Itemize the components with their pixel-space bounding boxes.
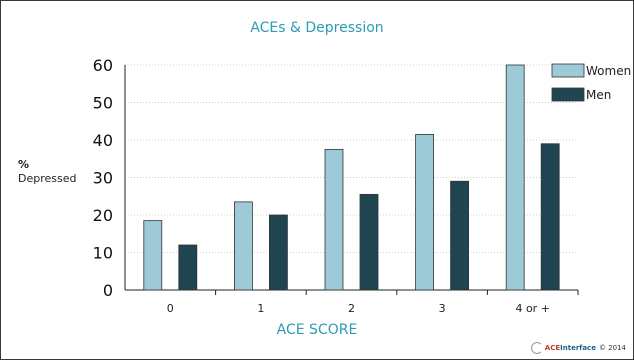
- bar-women: [233, 201, 253, 291]
- legend-swatch-women: [551, 63, 585, 78]
- y-axis-label: % Depressed: [18, 158, 76, 186]
- bar-women: [505, 64, 525, 291]
- x-tick-label: 3: [439, 302, 446, 315]
- y-tick-label: 40: [93, 131, 113, 150]
- y-axis-label-symbol: %: [18, 158, 30, 171]
- x-tick-label: 2: [348, 302, 355, 315]
- y-tick-label: 30: [93, 169, 113, 188]
- bar-women: [143, 220, 163, 291]
- footer: ACE Interface © 2014: [530, 342, 626, 354]
- y-tick-label: 20: [93, 206, 113, 225]
- bar-men: [540, 143, 560, 291]
- bar-men: [450, 180, 470, 291]
- logo-ace-text: ACE: [544, 344, 561, 352]
- legend-label-men: Men: [586, 88, 611, 102]
- x-tick-label: 1: [257, 302, 264, 315]
- bar-men: [359, 193, 379, 291]
- copyright-text: © 2014: [598, 344, 626, 352]
- bar-men: [178, 244, 198, 291]
- x-tick-label: 4 or +: [515, 302, 549, 315]
- legend-label-women: Women: [586, 64, 631, 78]
- y-tick-label: 60: [93, 56, 113, 75]
- logo-swoosh-icon: [530, 342, 543, 354]
- x-tick-label: 0: [167, 302, 174, 315]
- bar-women: [415, 133, 435, 291]
- ace-interface-logo: ACE Interface: [530, 342, 596, 354]
- y-tick-label: 50: [93, 94, 113, 113]
- chart-title: ACEs & Depression: [250, 20, 384, 36]
- y-tick-label: 0: [103, 281, 113, 300]
- logo-interface-text: Interface: [560, 344, 596, 352]
- x-axis-label: ACE SCORE: [276, 322, 358, 338]
- y-tick-label: 10: [93, 244, 113, 263]
- bar-women: [324, 148, 344, 291]
- legend-swatch-men: [551, 87, 585, 102]
- bar-men: [268, 214, 288, 291]
- y-axis-label-text: Depressed: [18, 172, 77, 185]
